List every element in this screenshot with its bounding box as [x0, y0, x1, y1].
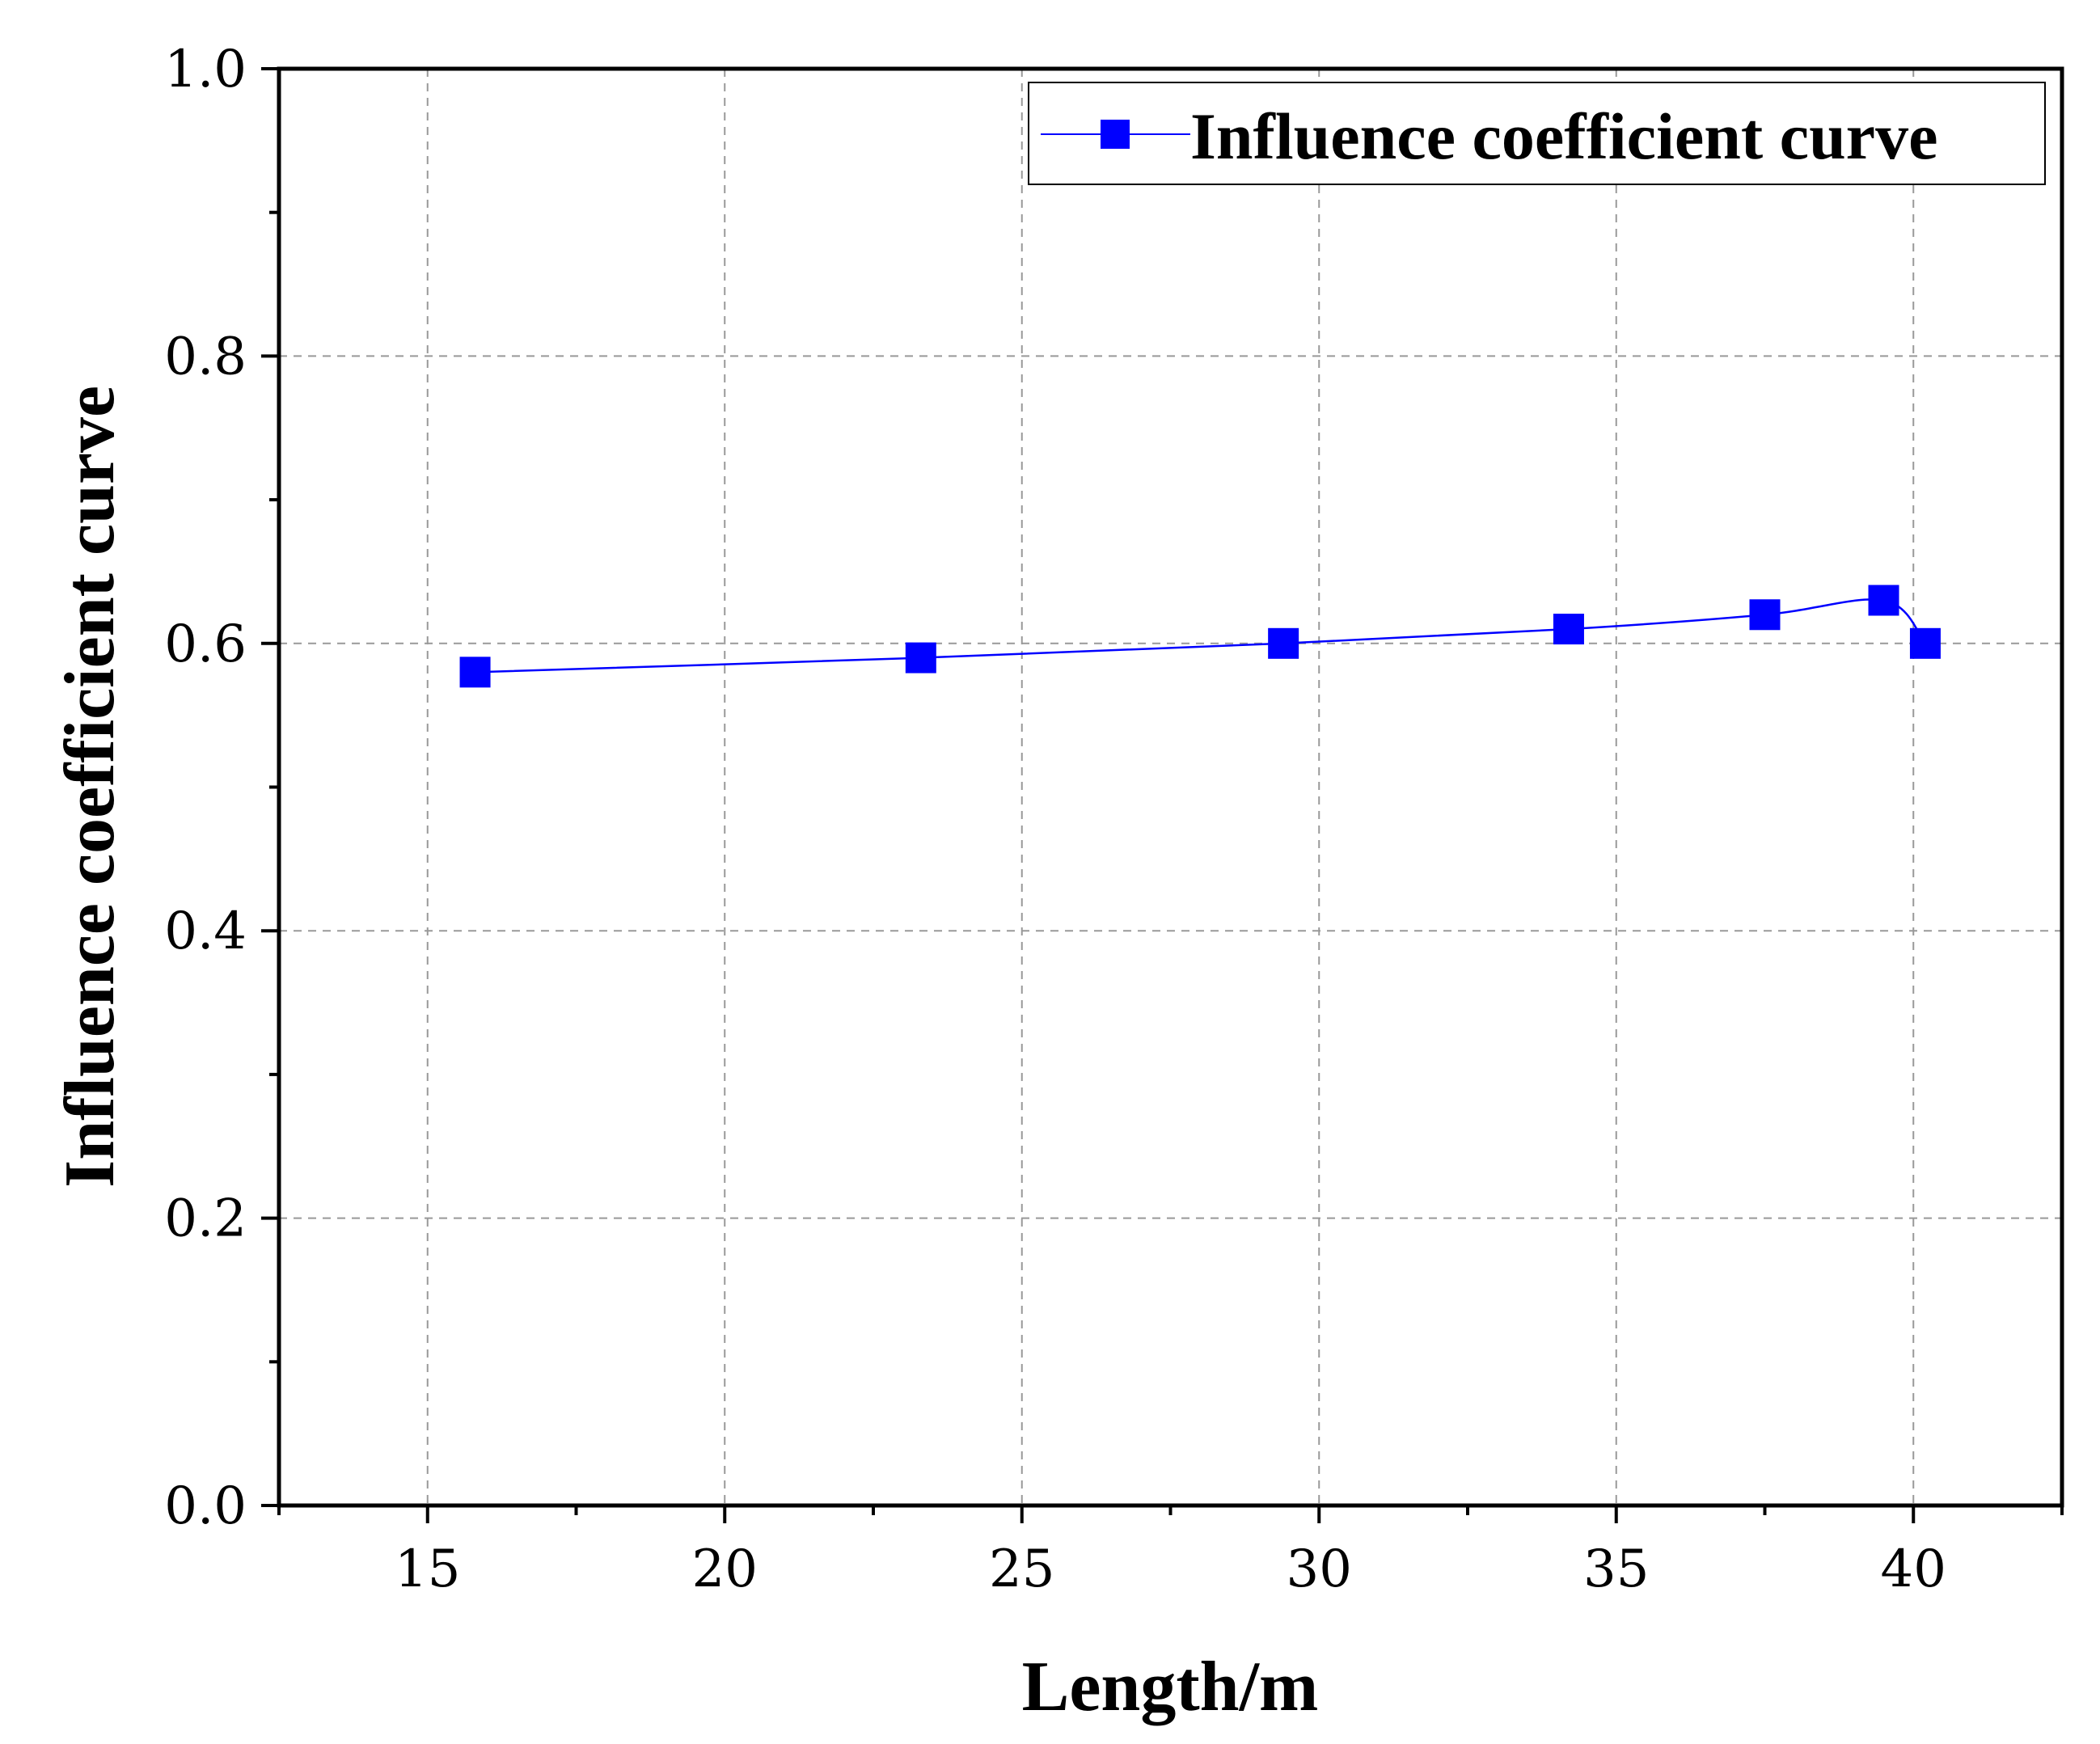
plot-frame: [277, 66, 2064, 1508]
x-tick-label: 20: [692, 1539, 758, 1599]
y-axis-title: Influence coefficient curve: [51, 386, 129, 1188]
x-tick-label: 15: [395, 1539, 460, 1599]
data-point: [905, 642, 936, 674]
y-tick-labels: 0.0 0.2 0.4 0.6 0.8 1.0: [164, 40, 247, 1536]
legend-label: Influence coefficient curve: [1190, 99, 1937, 173]
series-layer: [459, 585, 1941, 688]
data-point: [459, 657, 491, 688]
data-point: [1553, 614, 1584, 645]
x-tick-label: 25: [989, 1539, 1054, 1599]
data-point: [1268, 627, 1299, 659]
y-tick-label: 0.0: [164, 1476, 247, 1536]
axis-ticks: [261, 67, 2064, 1523]
x-axis-title: Length/m: [1022, 1648, 1319, 1726]
y-tick-label: 0.2: [164, 1189, 247, 1249]
y-tick-label: 0.8: [164, 327, 247, 386]
data-point: [1909, 627, 1941, 659]
y-tick-label: 1.0: [164, 40, 247, 99]
grid-lines: [279, 69, 2062, 1505]
series-line: [475, 598, 1926, 674]
x-tick-label: 30: [1287, 1539, 1352, 1599]
x-tick-label: 35: [1583, 1539, 1649, 1599]
legend: Influence coefficient curve: [1028, 82, 2046, 185]
x-tick-labels: 15 20 25 30 35 40: [395, 1539, 1946, 1599]
legend-box: [1028, 82, 2046, 185]
legend-marker-icon: [1101, 120, 1130, 149]
data-point: [1749, 599, 1781, 631]
y-tick-label: 0.4: [164, 902, 247, 961]
x-tick-label: 40: [1881, 1539, 1946, 1599]
y-tick-label: 0.6: [164, 614, 247, 674]
data-point: [1868, 585, 1899, 616]
